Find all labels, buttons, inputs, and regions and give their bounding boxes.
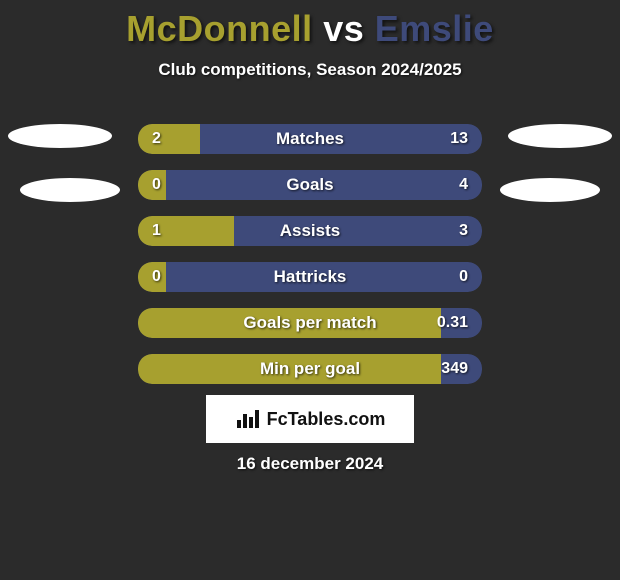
brand-text: FcTables.com: [267, 409, 386, 430]
player2-club-logo-2: [500, 178, 600, 202]
chart-container: McDonnell vs Emslie Club competitions, S…: [0, 0, 620, 580]
page-title: McDonnell vs Emslie: [0, 0, 620, 50]
stat-row: 04Goals: [138, 170, 482, 200]
vs-text: vs: [323, 8, 364, 49]
player1-club-logo-2: [20, 178, 120, 202]
stat-label: Goals: [138, 170, 482, 200]
snapshot-date: 16 december 2024: [0, 454, 620, 474]
subtitle: Club competitions, Season 2024/2025: [0, 60, 620, 80]
player1-club-logo-1: [8, 124, 112, 148]
comparison-bars: 213Matches 04Goals 13Assists 00Hattricks 0.3…: [138, 124, 482, 400]
brand-badge: FcTables.com: [206, 395, 414, 443]
stat-row: 13Assists: [138, 216, 482, 246]
stat-label: Assists: [138, 216, 482, 246]
stat-row: 0.31Goals per match: [138, 308, 482, 338]
stat-label: Min per goal: [138, 354, 482, 384]
brand-chart-icon: [235, 408, 261, 430]
stat-row: 213Matches: [138, 124, 482, 154]
stat-label: Goals per match: [138, 308, 482, 338]
stat-label: Hattricks: [138, 262, 482, 292]
player2-club-logo-1: [508, 124, 612, 148]
stat-row: 349Min per goal: [138, 354, 482, 384]
player2-name: Emslie: [375, 8, 494, 49]
stat-label: Matches: [138, 124, 482, 154]
stat-row: 00Hattricks: [138, 262, 482, 292]
player1-name: McDonnell: [126, 8, 313, 49]
